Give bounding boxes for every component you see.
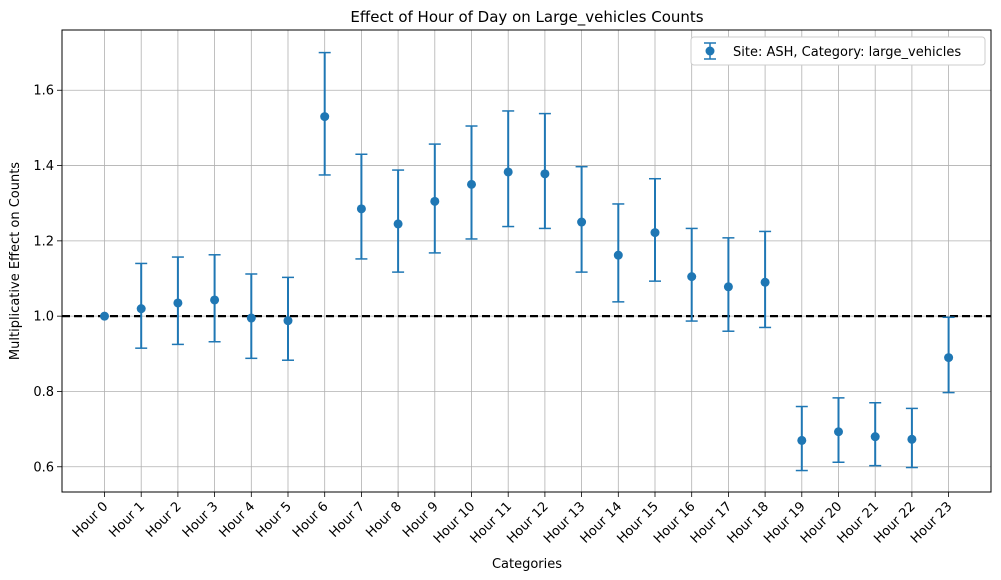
data-point — [136, 304, 146, 314]
data-point — [834, 427, 843, 437]
data-point — [870, 432, 880, 442]
data-point — [540, 169, 550, 179]
legend-point-marker — [705, 46, 715, 56]
grid — [62, 30, 991, 492]
data-point — [577, 217, 587, 227]
y-ticks: 0.6 0.8 1.0 1.2 1.4 1.6 — [33, 84, 62, 475]
data-point — [797, 435, 807, 445]
data-point — [246, 313, 256, 323]
y-tick-label: 1.4 — [33, 159, 54, 174]
data-point — [320, 112, 330, 122]
data-point — [467, 179, 476, 189]
data-point — [723, 282, 733, 292]
data-point — [393, 219, 403, 229]
data-point — [430, 196, 440, 206]
y-tick-label: 0.6 — [33, 460, 54, 475]
data-point — [356, 204, 366, 214]
x-tick-label: Hour 4 — [217, 499, 259, 541]
x-tick-label: Hour 7 — [327, 499, 369, 541]
data-point — [210, 295, 220, 305]
chart-title: Effect of Hour of Day on Large_vehicles … — [350, 8, 703, 27]
data-points — [100, 112, 954, 445]
data-point — [283, 316, 293, 326]
plot-frame — [61, 29, 992, 493]
data-point — [944, 353, 954, 363]
data-point — [907, 434, 917, 444]
legend: Site: ASH, Category: large_vehicles — [690, 36, 986, 66]
data-point — [687, 272, 697, 282]
x-tick-label: Hour 5 — [253, 499, 295, 541]
data-point — [760, 277, 770, 287]
y-axis-label: Multiplicative Effect on Counts — [8, 162, 23, 360]
data-point — [650, 228, 660, 238]
y-tick-label: 1.0 — [33, 310, 54, 325]
x-tick-label: Hour 1 — [107, 499, 149, 541]
data-point — [503, 167, 513, 177]
x-tick-label: Hour 8 — [363, 499, 405, 541]
data-point — [100, 311, 109, 321]
x-tick-label: Hour 0 — [70, 499, 112, 541]
error-bars — [135, 51, 955, 472]
data-point — [613, 250, 623, 260]
x-tick-label: Hour 3 — [180, 499, 222, 541]
data-point — [173, 298, 183, 308]
y-tick-label: 0.8 — [33, 385, 54, 400]
legend-box — [690, 36, 986, 66]
legend-label: Site: ASH, Category: large_vehicles — [733, 45, 961, 60]
y-tick-label: 1.2 — [33, 234, 54, 249]
x-axis-label: Categories — [492, 557, 562, 572]
y-tick-label: 1.6 — [33, 84, 54, 99]
x-tick-label: Hour 6 — [290, 499, 332, 541]
x-tick-label: Hour 2 — [143, 499, 185, 541]
